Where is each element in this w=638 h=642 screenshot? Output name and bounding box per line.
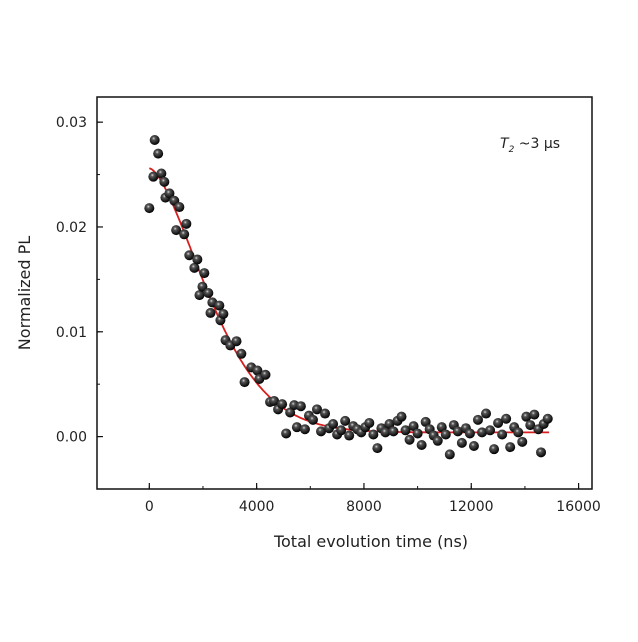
data-point [312,404,322,415]
data-point [218,308,229,319]
data-point [404,434,415,445]
y-tick-label: 0.00 [56,430,87,446]
y-axis-label: Normalized PL [15,236,34,350]
t2-annotation: T2 ~3 μs [500,136,560,155]
data-point [336,425,347,436]
data-point [252,365,263,376]
data-point [291,422,302,433]
data-point [181,218,192,229]
data-point [501,413,512,424]
data-point [436,422,447,433]
axes: 0 4000 8000 12000 16000 0.00 0.01 0.02 0.03 [56,96,601,515]
data-point [408,421,419,432]
x-tick-label: 12000 [449,499,494,515]
data-point [542,413,553,424]
data-point [464,428,475,439]
data-point [529,409,540,420]
data-point [269,395,280,406]
data-point [416,439,427,450]
data-point [179,229,190,240]
data-point [505,442,516,453]
data-point [388,426,399,437]
data-point [525,420,536,431]
data-point [197,281,208,292]
data-point [277,399,288,410]
data-point [174,202,185,213]
data-point [199,268,210,279]
data-point [192,254,203,265]
data-point [203,288,214,298]
data-point [489,444,500,455]
y-tick-label: 0.02 [56,220,87,236]
data-point [144,203,155,214]
data-point [316,426,327,437]
data-point [344,430,355,441]
data-point [517,436,528,447]
x-tick-label: 16000 [556,499,601,515]
data-point [452,426,463,437]
data-point [368,429,379,440]
data-point [164,188,175,199]
data-point [444,449,455,460]
y-tick-label: 0.01 [56,325,87,341]
data-point [149,134,160,145]
data-point [372,443,383,454]
data-point [231,336,242,347]
data-point [432,435,443,446]
x-tick-label: 0 [145,499,154,515]
data-point [299,424,310,435]
data-point [420,416,431,427]
data-point [493,417,504,428]
data-point [159,176,170,187]
x-tick-label: 4000 [239,499,275,515]
data-point [205,307,216,318]
data-point [214,300,225,311]
plot-frame [96,96,593,490]
data-point [320,408,331,419]
data-point [340,415,351,426]
data-point [285,407,296,418]
data-point [194,290,205,301]
data-point [412,428,423,439]
data-point [236,348,247,359]
data-point [472,414,483,425]
data-point [440,429,451,440]
data-point [485,425,496,436]
data-point [477,427,487,438]
data-point [400,425,411,436]
data-point [184,250,195,261]
data-point [260,369,271,380]
data-points [144,134,553,460]
x-axis-label: Total evolution time (ns) [273,532,468,551]
data-point [189,262,200,273]
data-point [468,441,479,452]
data-point [295,401,306,412]
data-point [497,429,508,440]
data-point [153,148,164,159]
data-point [536,447,547,458]
data-point [281,428,292,439]
x-tick-label: 8000 [346,499,382,515]
data-point [364,417,375,428]
data-point [239,377,250,388]
data-point [481,408,492,419]
data-point [148,171,159,182]
data-point [396,411,407,422]
data-point [171,225,182,236]
data-point [328,419,339,430]
data-point [513,427,524,438]
data-point [521,411,532,422]
data-point [384,419,395,430]
data-point [380,427,391,438]
y-tick-label: 0.03 [56,115,87,131]
data-point [307,414,318,425]
data-point [156,168,167,179]
data-point [456,437,467,448]
